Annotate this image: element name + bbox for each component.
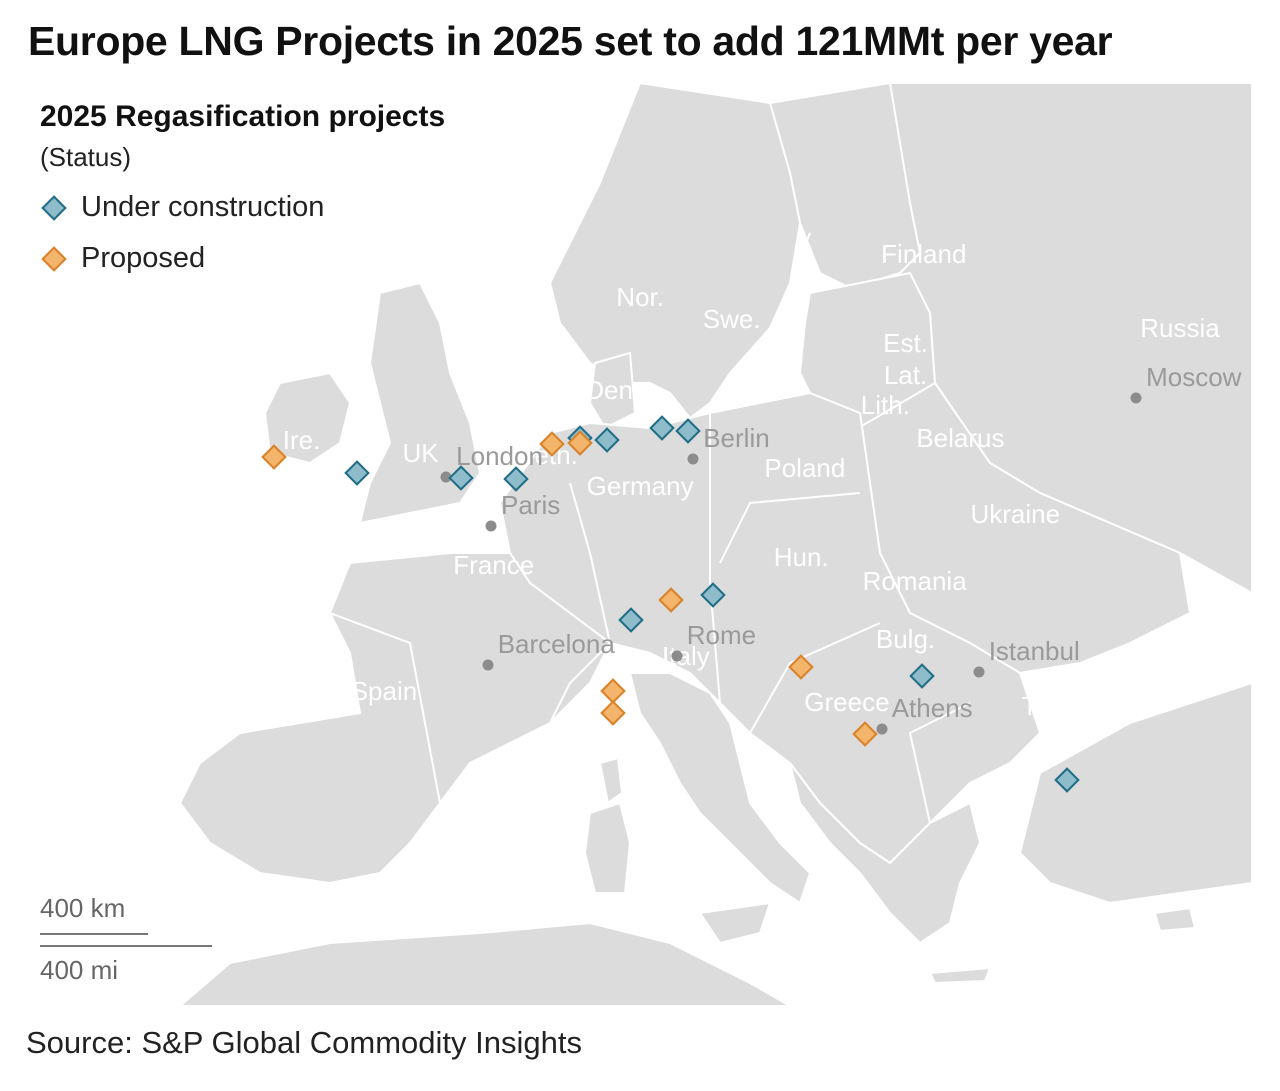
- legend-item-proposed: Proposed: [40, 242, 445, 275]
- map-canvas: [179, 83, 1252, 1006]
- country-label-sweden: Swe.: [702, 304, 761, 334]
- land-scandinavia: [549, 83, 801, 419]
- city-dot-rome: [671, 650, 683, 662]
- chart-title: Europe LNG Projects in 2025 set to add 1…: [28, 18, 1113, 64]
- country-borders: [329, 232, 971, 824]
- country-label-greece: Greece: [804, 687, 890, 718]
- country-label-estonia: Est.: [883, 328, 928, 359]
- legend-title: 2025 Regasification projects: [40, 100, 446, 133]
- land-france-iberia: [179, 552, 611, 884]
- teal-diamond-icon: [41, 194, 67, 221]
- land-crete: [929, 967, 991, 984]
- land-great-britain: [359, 282, 481, 524]
- city-label-berlin: Berlin: [703, 422, 770, 453]
- country-label-finland: Finland: [881, 238, 967, 269]
- country-label-uk: UK: [402, 437, 439, 468]
- land-north-africa: [179, 922, 791, 1006]
- source-note: Source: S&P Global Commodity Insights: [26, 1025, 582, 1060]
- city-dot-paris: [485, 520, 497, 532]
- country-label-ukraine: Ukraine: [970, 499, 1061, 530]
- city-label-athens: Athens: [891, 692, 973, 723]
- legend-item-under-construction: Under construction: [40, 191, 445, 224]
- country-label-france: France: [453, 549, 535, 580]
- country-label-russia: Russia: [1140, 313, 1220, 344]
- country-label-poland: Poland: [764, 452, 846, 483]
- city-dot-athens: [876, 723, 888, 735]
- scale-mi-bar: [40, 945, 212, 947]
- country-label-italy: Italy: [662, 640, 710, 671]
- country-label-spain: Spain: [350, 676, 418, 706]
- legend-subtitle: (Status): [40, 142, 132, 172]
- map-panel: Finland Nor. Swe. Russia Est. Lat. Lith. Den. Be…: [30, 83, 1252, 1006]
- city-dot-berlin: [687, 453, 699, 464]
- city-label-paris: Paris: [501, 490, 561, 521]
- country-label-ireland: Ire.: [282, 424, 321, 455]
- legend-label: Proposed: [81, 242, 206, 274]
- country-label-romania: Romania: [862, 566, 967, 597]
- orange-diamond-icon: [41, 245, 67, 272]
- country-label-denmark: Den.: [585, 374, 641, 405]
- land-sicily: [699, 902, 771, 944]
- land-sardinia: [584, 802, 631, 894]
- city-dot-moscow: [1130, 392, 1142, 404]
- land-corsica: [599, 757, 623, 804]
- scale-mi-label: 400 mi: [40, 955, 119, 985]
- city-label-rome: Rome: [686, 619, 757, 650]
- land-central-europe: [499, 392, 1041, 864]
- country-label-portugal: Portugal: [253, 683, 351, 714]
- land-balkans-greece: [789, 762, 981, 944]
- land-ireland: [264, 372, 351, 464]
- city-dot-london: [440, 471, 452, 483]
- country-label-hungary: Hun.: [773, 542, 829, 573]
- scale-km-bar: [40, 933, 148, 935]
- city-label-istanbul: Istanbul: [988, 636, 1080, 667]
- country-label-latvia: Lat.: [883, 359, 928, 390]
- land-italy: [629, 672, 811, 904]
- legend: 2025 Regasification projects (Status) Un…: [40, 100, 445, 275]
- city-dot-barcelona: [482, 659, 494, 671]
- country-label-lithuania: Lith.: [860, 389, 910, 420]
- legend-label: Under construction: [81, 191, 325, 223]
- country-label-bulgaria: Bulg.: [875, 623, 936, 654]
- country-label-belarus: Belarus: [916, 423, 1005, 454]
- city-dot-istanbul: [973, 666, 985, 678]
- country-label-germany: Germany: [586, 471, 694, 502]
- land-cyprus: [1154, 907, 1196, 932]
- city-label-london: London: [456, 441, 543, 472]
- city-label-moscow: Moscow: [1146, 362, 1242, 393]
- city-label-barcelona: Barcelona: [497, 629, 615, 660]
- land-denmark: [589, 352, 636, 429]
- land-turkey: [1019, 682, 1252, 904]
- country-label-norway: Nor.: [616, 281, 664, 312]
- country-label-turkey: Turkey: [1021, 690, 1101, 721]
- scale-km-label: 400 km: [40, 893, 126, 923]
